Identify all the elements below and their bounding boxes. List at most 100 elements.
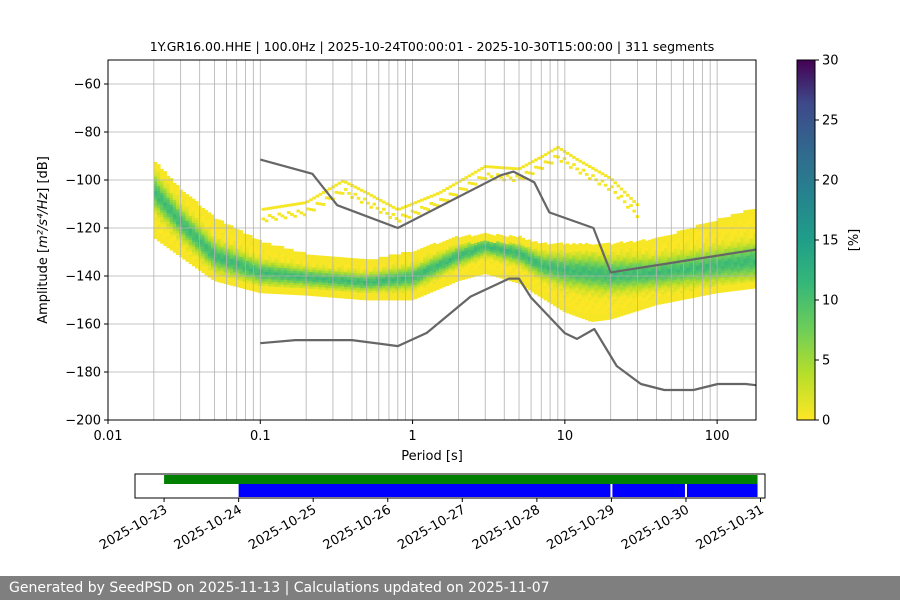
heatmap-cell: [515, 275, 519, 279]
heatmap-cell: [550, 272, 554, 276]
heatmap-cell: [160, 190, 164, 194]
heatmap-cell: [429, 258, 434, 262]
heatmap-cell: [267, 266, 272, 270]
heatmap-cell: [588, 294, 592, 298]
heatmap-cell: [527, 280, 532, 284]
heatmap-cell: [299, 280, 304, 284]
heatmap-cell: [480, 269, 484, 273]
heatmap-cell: [629, 303, 633, 307]
heatmap-cell: [689, 278, 694, 282]
heatmap-cell: [667, 292, 671, 296]
heatmap-cell: [752, 211, 756, 215]
heatmap-cell: [679, 239, 684, 243]
heatmap-cell: [375, 268, 380, 272]
heatmap-cell: [692, 294, 697, 298]
heatmap-cell: [480, 255, 484, 259]
heatmap-cell: [473, 242, 478, 246]
heatmap-cell: [743, 238, 747, 242]
heatmap-cell: [575, 297, 579, 300]
heatmap-cell: [375, 283, 380, 286]
heatmap-cell: [705, 287, 709, 291]
heatmap-cell: [407, 271, 411, 274]
heatmap-cell: [439, 249, 443, 253]
heatmap-cell: [280, 262, 285, 266]
heatmap-cell: [660, 291, 665, 295]
heatmap-cell: [191, 222, 196, 226]
heatmap-cell: [318, 255, 323, 259]
heatmap-cell: [733, 220, 738, 224]
heatmap-cell: [172, 185, 177, 188]
heatmap-cell: [660, 241, 665, 245]
heatmap-cell: [673, 233, 678, 237]
heatmap-cell: [746, 250, 751, 254]
heatmap-cell: [372, 271, 377, 274]
heatmap-cell: [220, 251, 224, 255]
heatmap-cell: [733, 280, 738, 284]
heatmap-cell: [717, 263, 722, 267]
heatmap-cell: [252, 257, 256, 261]
heatmap-cell: [572, 264, 576, 268]
heatmap-cell: [619, 241, 624, 245]
heatmap-cell: [210, 267, 215, 271]
heatmap-cell: [695, 272, 700, 276]
heatmap-cell: [239, 270, 243, 274]
heatmap-cell: [629, 286, 633, 290]
heatmap-cell: [407, 280, 411, 284]
heatmap-cell-outlier: [283, 216, 288, 220]
heatmap-cell: [499, 275, 503, 279]
heatmap-cell: [578, 281, 583, 285]
heatmap-cell: [176, 201, 180, 205]
heatmap-cell: [724, 250, 728, 254]
heatmap-cell: [619, 246, 624, 250]
heatmap-cell: [600, 291, 605, 295]
heatmap-cell: [540, 259, 545, 263]
heatmap-cell: [429, 280, 434, 284]
heatmap-cell: [645, 259, 649, 263]
heatmap-cell: [518, 245, 522, 249]
heatmap-cell: [683, 272, 687, 276]
heatmap-cell-outlier: [543, 153, 548, 157]
heatmap-cell: [217, 219, 221, 223]
heatmap-cell: [692, 239, 697, 243]
heatmap-cell: [347, 269, 351, 273]
heatmap-cell: [201, 265, 205, 269]
heatmap-cell: [217, 231, 221, 235]
heatmap-cell: [622, 310, 627, 313]
heatmap-cell: [305, 276, 310, 279]
heatmap-cell: [176, 197, 180, 200]
heatmap-cell: [473, 273, 478, 277]
heatmap-cell: [683, 268, 687, 271]
heatmap-cell: [489, 246, 494, 250]
heatmap-cell: [569, 282, 573, 286]
heatmap-cell: [584, 264, 589, 268]
heatmap-cell: [176, 249, 180, 253]
heatmap-cell: [648, 266, 652, 269]
heatmap-cell: [233, 259, 237, 263]
heatmap-cell: [619, 248, 624, 252]
heatmap-cell: [394, 276, 399, 279]
heatmap-cell: [359, 265, 364, 269]
heatmap-cell: [356, 292, 361, 295]
heatmap-cell: [667, 263, 671, 267]
heatmap-cell: [752, 213, 756, 217]
heatmap-cell: [223, 274, 228, 277]
heatmap-cell: [651, 241, 655, 244]
heatmap-cell: [588, 313, 592, 317]
heatmap-cell: [651, 298, 655, 302]
heatmap-cell: [153, 212, 158, 216]
heatmap-cell: [473, 237, 478, 241]
heatmap-cell: [626, 285, 630, 288]
heatmap-cell-outlier: [448, 185, 453, 189]
heatmap-cell: [188, 198, 193, 202]
heatmap-cell: [575, 246, 579, 250]
heatmap-cell: [581, 289, 586, 293]
heatmap-cell: [236, 277, 240, 281]
heatmap-cell: [397, 268, 402, 272]
heatmap-cell: [717, 234, 722, 238]
heatmap-cell: [426, 288, 430, 292]
heatmap-cell: [645, 252, 649, 256]
heatmap-cell: [692, 292, 697, 296]
heatmap-cell: [461, 246, 465, 249]
heatmap-cell: [736, 239, 741, 243]
heatmap-cell: [261, 290, 266, 294]
